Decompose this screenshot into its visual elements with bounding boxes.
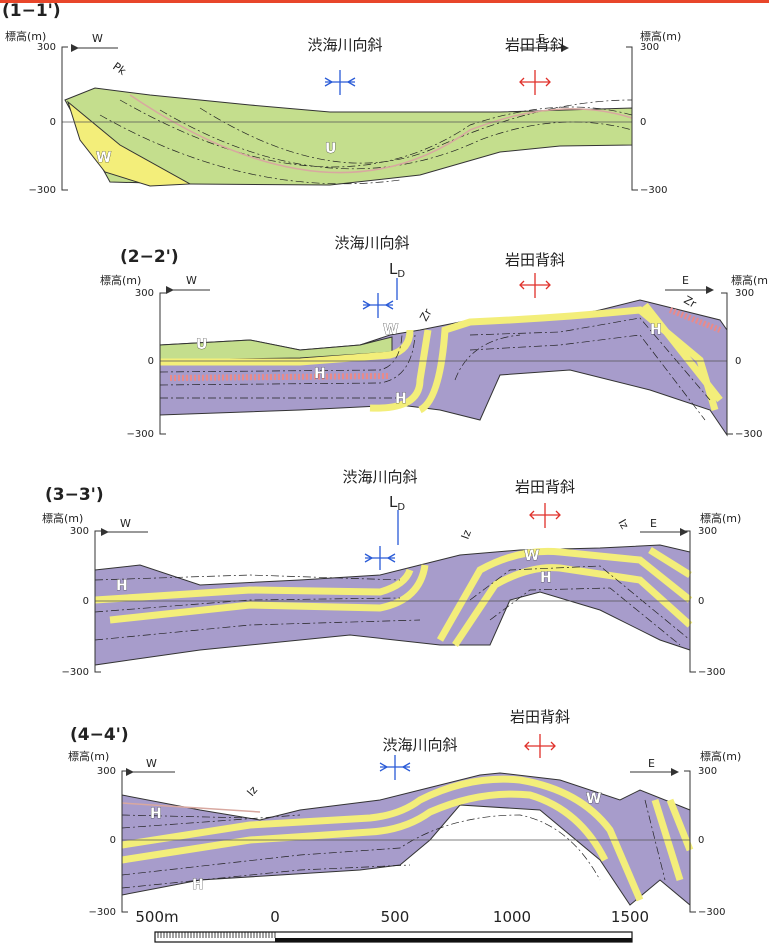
syncline-symbol [325, 70, 355, 95]
scale-fill [275, 938, 632, 942]
elevation-label: 標高(m) [100, 273, 141, 287]
section-title: (1−1') [2, 1, 61, 21]
unit-label: Zr [682, 293, 699, 311]
syncline-label: 渋海川向斜 [334, 234, 409, 252]
tick-label: 0 [50, 117, 56, 128]
section-title: (3−3') [45, 485, 104, 505]
tick-label: 300 [135, 288, 154, 299]
tick-label: 300 [70, 526, 89, 537]
unit-h [122, 773, 690, 905]
anticline-symbol [520, 70, 550, 95]
syncline-symbol [363, 293, 393, 318]
direction-label: W [92, 32, 103, 45]
tick-label: −300 [89, 907, 116, 918]
tick-label: 0 [735, 356, 741, 367]
tick-label: −300 [640, 185, 667, 196]
anticline-label: 岩田背斜 [510, 708, 570, 726]
direction-label: W [120, 517, 131, 530]
scale-label: 500m [135, 908, 178, 926]
scale-label: 1000 [493, 908, 531, 926]
top-bar [0, 0, 769, 3]
section-title: (2−2') [120, 247, 179, 267]
fault-sub: D [397, 269, 405, 280]
fault-label: LD [389, 260, 405, 280]
elevation-label: 標高(m) [731, 273, 769, 287]
anticline-label: 岩田背斜 [515, 478, 575, 496]
tick-label: 300 [97, 766, 116, 777]
direction-label: W [146, 757, 157, 770]
direction-label: E [682, 274, 689, 287]
fault-sub: D [397, 502, 405, 513]
elevation-label: 標高(m) [68, 749, 109, 763]
cross-sections: (1−1') 標高(m) 標高(m) W E 300 0 −300 300 0 … [0, 0, 769, 951]
tick-label: 0 [698, 596, 704, 607]
syncline-symbol [380, 755, 410, 780]
section-2: (2−2') 標高(m) 標高(m) W E 300 0 −300 300 0 … [100, 234, 769, 440]
syncline-label: 渋海川向斜 [342, 468, 417, 486]
tick-label: 300 [698, 526, 717, 537]
tick-label: −300 [698, 907, 725, 918]
tick-label: 0 [640, 117, 646, 128]
unit-label: U [325, 141, 336, 157]
tick-label: 0 [698, 835, 704, 846]
elevation-label: 標高(m) [700, 511, 741, 525]
tick-label: 300 [37, 42, 56, 53]
direction-label: E [650, 517, 657, 530]
tick-label: 0 [83, 596, 89, 607]
unit-label: Iz [459, 528, 474, 541]
anticline-symbol [530, 503, 560, 528]
anticline-symbol [525, 734, 555, 758]
left-axis [62, 47, 68, 190]
anticline-label: 岩田背斜 [505, 251, 565, 269]
anticline-label: 岩田背斜 [505, 36, 565, 54]
tick-label: −300 [62, 667, 89, 678]
unit-label: W [524, 548, 539, 564]
unit-label: W [586, 791, 601, 807]
tick-label: 300 [640, 42, 659, 53]
unit-label: H [540, 570, 552, 586]
tick-label: −300 [127, 429, 154, 440]
anticline-symbol [520, 273, 550, 298]
section-title: (4−4') [70, 725, 129, 745]
scale-label: 1500 [611, 908, 649, 926]
tick-label: −300 [29, 185, 56, 196]
elevation-label: 標高(m) [700, 749, 741, 763]
section-4: (4−4') 標高(m) 標高(m) W E 300 0 −300 300 0 … [68, 708, 741, 918]
elevation-label: 標高(m) [5, 29, 46, 43]
syncline-label: 渋海川向斜 [307, 36, 382, 54]
tick-label: −300 [698, 667, 725, 678]
tick-label: 300 [735, 288, 754, 299]
unit-label: U [196, 337, 207, 353]
tick-label: 300 [698, 766, 717, 777]
unit-label: Zr [417, 306, 435, 323]
unit-label: Iz [244, 783, 260, 798]
unit-label: W [96, 150, 111, 166]
syncline-symbol [365, 546, 395, 570]
tick-label: 0 [148, 356, 154, 367]
tick-label: −300 [735, 429, 762, 440]
tick-label: 0 [110, 835, 116, 846]
unit-label: Iz [615, 517, 631, 532]
elevation-label: 標高(m) [42, 511, 83, 525]
scale-bar: 500m 0 500 1000 1500 [135, 908, 649, 942]
elevation-label: 標高(m) [640, 29, 681, 43]
scale-label: 0 [270, 908, 280, 926]
unit-label: H [314, 366, 326, 382]
unit-label: H [650, 322, 662, 338]
unit-label: H [395, 391, 407, 407]
section-1: (1−1') 標高(m) 標高(m) W E 300 0 −300 300 0 … [2, 1, 681, 196]
scale-label: 500 [381, 908, 410, 926]
section-3: (3−3') 標高(m) 標高(m) W E 300 0 −300 300 0 … [42, 468, 741, 678]
unit-label: W [383, 322, 398, 338]
unit-label: H [192, 877, 204, 893]
direction-label: W [186, 274, 197, 287]
fault-label: LD [389, 493, 405, 513]
unit-label: Pk [110, 60, 129, 78]
unit-label: H [150, 806, 162, 822]
unit-label: H [116, 578, 128, 594]
syncline-label: 渋海川向斜 [382, 736, 457, 754]
direction-label: E [648, 757, 655, 770]
